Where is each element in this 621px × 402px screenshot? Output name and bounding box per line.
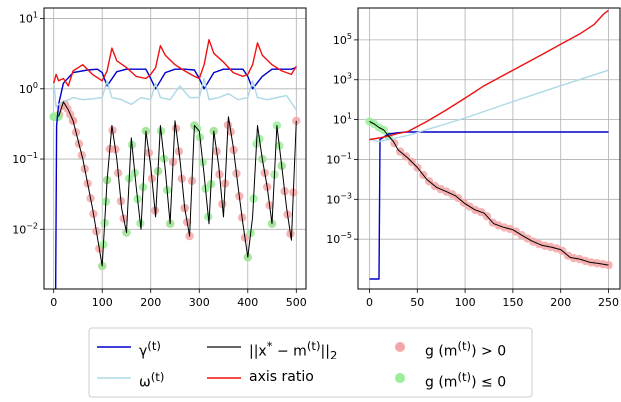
x-tick-label: 200	[550, 296, 571, 309]
legend-label: ω(t)	[139, 370, 165, 390]
series-line	[369, 121, 609, 266]
legend-label-text: axis ratio	[249, 369, 314, 385]
y-tick-label: 101	[333, 112, 352, 127]
legend-swatch-dot	[395, 373, 405, 383]
y-tick-label: 100	[19, 81, 38, 96]
y-tick-label: 10−5	[326, 231, 352, 246]
legend-label-text: g (m(t)) ≤ 0	[425, 370, 507, 390]
x-tick-label: 150	[502, 296, 523, 309]
series-line	[369, 69, 609, 143]
x-tick-label: 0	[50, 296, 57, 309]
series-line	[58, 101, 297, 267]
plot-area	[365, 9, 613, 280]
series-line	[53, 77, 297, 111]
x-tick-label: 400	[237, 296, 258, 309]
y-tick-label: 10−3	[326, 191, 352, 206]
legend-label: ||x* − m(t)||2	[249, 339, 338, 359]
legend-label: g (m(t)) > 0	[425, 339, 507, 359]
marker-point	[54, 112, 63, 121]
x-tick-label: 200	[140, 296, 161, 309]
legend-label-text: ω(t)	[139, 370, 165, 390]
right-plot-panel: 0 50 100 150 200 250 105 103 101 10−1 10−3 10−5	[326, 7, 621, 309]
y-tick-label: 10−2	[12, 221, 38, 236]
y-tick-label: 10−1	[12, 151, 38, 166]
legend-label-text: g (m(t)) > 0	[425, 339, 507, 359]
x-tick-label: 300	[189, 296, 210, 309]
marker-point	[604, 260, 613, 270]
legend-label: γ(t)	[139, 339, 161, 359]
axes-frame	[43, 7, 307, 290]
legend-frame	[88, 327, 533, 398]
series-line	[53, 39, 297, 87]
x-tick-label: 250	[598, 296, 619, 309]
y-tick-label: 10−1	[326, 151, 352, 166]
plot-area	[49, 39, 301, 289]
legend-swatch-dot	[395, 342, 405, 352]
x-tick-label: 100	[92, 296, 113, 309]
legend-label: g (m(t)) ≤ 0	[425, 370, 507, 390]
legend-label-text: ||x* − m(t)||2	[249, 339, 338, 359]
legend-label: axis ratio	[249, 369, 314, 385]
legend: γ(t) ω(t) ||x* − m(t)||2 axis ratio g (m(t))…	[88, 327, 533, 398]
legend-label-text: γ(t)	[139, 339, 161, 359]
x-tick-label: 500	[286, 296, 307, 309]
left-plot-panel: 0 100 200 300 400 500 101 100 10−1 10−2	[12, 7, 307, 309]
y-tick-label: 103	[333, 72, 352, 87]
x-tick-label: 0	[366, 296, 373, 309]
y-tick-label: 105	[333, 32, 352, 47]
x-tick-label: 100	[455, 296, 476, 309]
axes-frame	[357, 7, 621, 290]
x-tick-label: 50	[410, 296, 424, 309]
y-tick-label: 101	[19, 11, 38, 26]
series-line	[369, 9, 609, 141]
